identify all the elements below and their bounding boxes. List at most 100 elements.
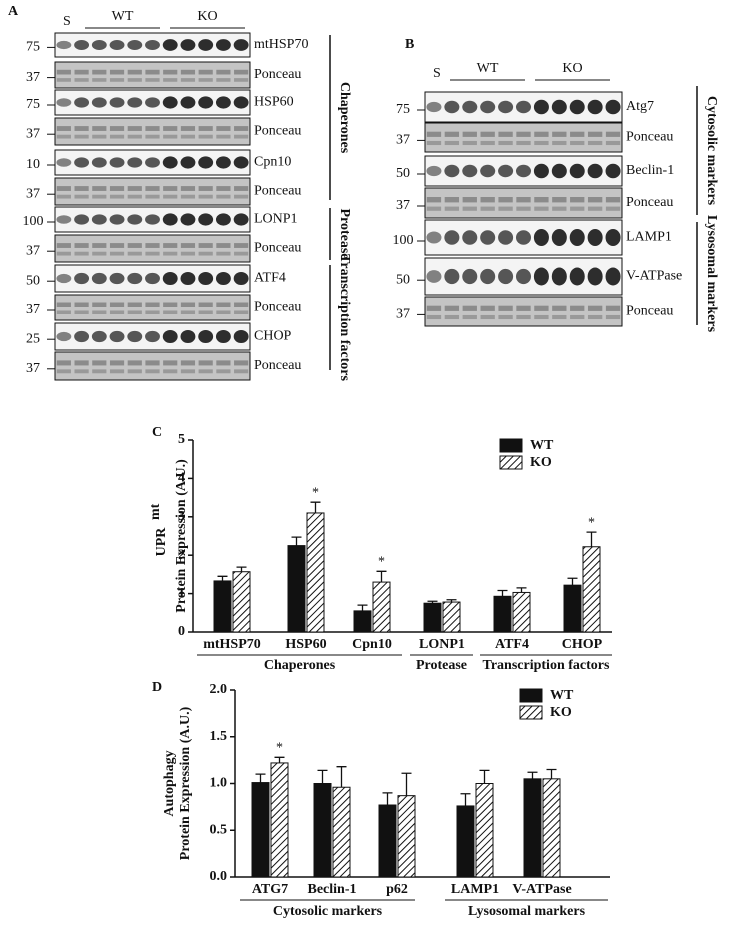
ponceau-strip xyxy=(424,187,623,219)
protein-band xyxy=(515,230,532,245)
ponceau-band xyxy=(587,206,603,211)
bar xyxy=(423,602,442,633)
ponceau-band xyxy=(216,360,231,366)
ponceau-band xyxy=(587,140,603,146)
bar xyxy=(213,580,232,633)
ponceau-band xyxy=(74,302,89,307)
ponceau-band xyxy=(163,360,178,366)
molecular-weight: 37 xyxy=(26,70,40,85)
ponceau-band xyxy=(534,140,549,146)
molecular-weight: 37 xyxy=(396,198,410,213)
protein-band xyxy=(533,228,549,247)
ponceau-band xyxy=(534,206,549,211)
ponceau-band xyxy=(74,194,89,199)
molecular-weight: 50 xyxy=(396,272,410,287)
ponceau-strip xyxy=(54,234,251,263)
y-tick-label: 0.0 xyxy=(210,869,228,884)
bar xyxy=(582,546,601,633)
ponceau-band xyxy=(92,302,107,307)
protein-band xyxy=(109,97,125,108)
bar xyxy=(442,601,461,633)
protein-band xyxy=(91,330,107,343)
ponceau-band xyxy=(163,126,178,131)
legend-swatch xyxy=(519,688,543,703)
bar xyxy=(378,804,397,878)
bar xyxy=(397,795,416,878)
molecular-weight: 10 xyxy=(26,157,40,172)
legend-swatch xyxy=(519,705,543,720)
protein-band xyxy=(480,268,496,285)
molecular-weight: 25 xyxy=(26,331,40,346)
ponceau-band xyxy=(605,131,621,137)
section-label: Lysosomal markers xyxy=(704,215,719,333)
protein-band xyxy=(215,96,231,109)
ponceau-band xyxy=(498,197,513,203)
x-tick-label: HSP60 xyxy=(285,637,326,652)
ponceau-band xyxy=(163,194,178,199)
ponceau-band xyxy=(180,194,196,199)
bar xyxy=(353,610,372,633)
protein-band xyxy=(91,157,107,168)
protein-band xyxy=(587,163,603,179)
ponceau-band xyxy=(127,134,142,139)
ponceau-band xyxy=(127,310,142,314)
protein-band xyxy=(162,39,178,51)
row-label: Atg7 xyxy=(626,99,654,114)
ponceau-band xyxy=(180,126,196,131)
panel-label: C xyxy=(152,425,162,440)
error-bar xyxy=(317,769,328,784)
protein-band xyxy=(180,156,196,169)
protein-band xyxy=(233,156,249,169)
legend-label: KO xyxy=(530,455,552,470)
ponceau-band xyxy=(56,134,71,139)
ponceau-band xyxy=(109,69,125,75)
row-label: Beclin-1 xyxy=(626,163,674,178)
protein-band xyxy=(56,331,72,342)
protein-band xyxy=(56,215,72,224)
ponceau-band xyxy=(234,78,249,82)
molecular-weight: 50 xyxy=(26,273,40,288)
row-label: Ponceau xyxy=(254,124,301,139)
group-label: Lysosomal markers xyxy=(468,904,586,919)
ponceau-band xyxy=(234,126,249,131)
ponceau-band xyxy=(109,369,125,374)
ponceau-band xyxy=(480,305,495,311)
ponceau-band xyxy=(127,243,142,248)
protein-band xyxy=(533,99,549,115)
protein-band xyxy=(605,163,621,179)
ponceau-band xyxy=(216,251,231,256)
ponceau-band xyxy=(216,243,231,248)
bar xyxy=(563,584,582,633)
bar xyxy=(251,782,270,878)
ponceau-band xyxy=(145,69,160,75)
ponceau-band xyxy=(426,314,442,320)
protein-band xyxy=(515,268,532,285)
ponceau-band xyxy=(180,78,196,82)
ponceau-band xyxy=(444,131,460,137)
protein-band xyxy=(198,213,214,226)
ponceau-band xyxy=(516,314,531,320)
ponceau-band xyxy=(180,134,196,139)
ponceau-band xyxy=(216,78,231,82)
ponceau-band xyxy=(56,360,71,366)
ponceau-band xyxy=(605,314,621,320)
row-label: Ponceau xyxy=(626,130,673,145)
row-label: HSP60 xyxy=(254,95,294,110)
ponceau-band xyxy=(480,314,495,320)
molecular-weight: 37 xyxy=(26,126,40,141)
ponceau-band xyxy=(127,78,142,82)
x-tick-label: p62 xyxy=(386,882,408,897)
ponceau-strip xyxy=(424,122,623,153)
panel-label: A xyxy=(8,4,19,19)
ponceau-band xyxy=(552,131,567,137)
molecular-weight: 100 xyxy=(23,214,44,229)
x-tick-label: LONP1 xyxy=(419,637,465,652)
ponceau-band xyxy=(145,194,160,199)
error-bar xyxy=(586,531,597,547)
y-tick-label: 1 xyxy=(178,586,185,601)
ponceau-band xyxy=(516,305,531,311)
ponceau-band xyxy=(198,360,213,366)
molecular-weight: 75 xyxy=(26,97,40,112)
y-tick-label: 0.5 xyxy=(210,822,228,837)
bar xyxy=(270,762,289,878)
